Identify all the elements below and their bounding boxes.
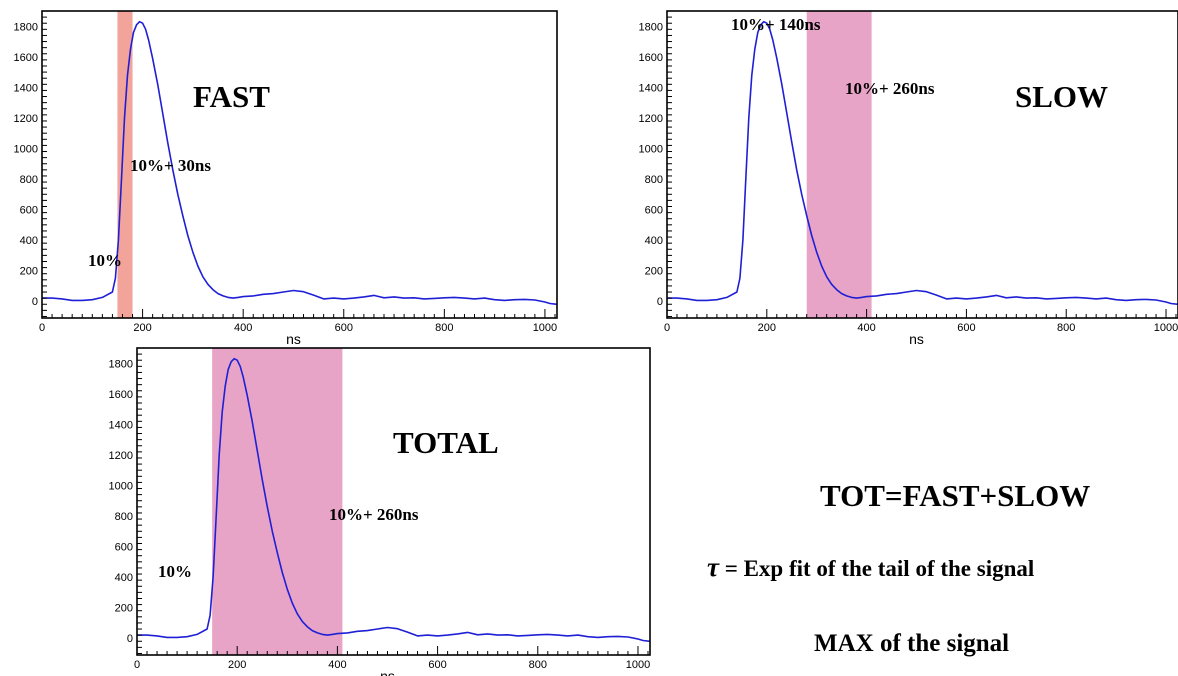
fast-window-start-label: 10% <box>88 251 122 270</box>
slow-y-tick-label: 0 <box>657 296 663 308</box>
slow-chart-panel: 0 200 400 600 800 1000 0 200 400 600 800 1000 1200 14… <box>639 10 1178 347</box>
total-window-end-label: 10%+ 260ns <box>329 505 419 524</box>
total-y-tick-label: 1400 <box>109 419 133 431</box>
slow-title-label: SLOW <box>1015 79 1108 114</box>
fast-title-label: FAST <box>193 79 270 114</box>
fast-y-tick-label: 200 <box>20 266 38 278</box>
slow-integration-window <box>806 11 872 318</box>
fast-window-end-label: 10%+ 30ns <box>130 156 211 175</box>
total-x-axis-label: ns <box>380 668 395 676</box>
slow-y-tick-label: 200 <box>645 266 663 278</box>
fast-plot-frame <box>41 10 558 319</box>
total-y-tick-label: 1200 <box>109 450 133 462</box>
slow-signal-line <box>667 20 1178 306</box>
slow-y-tick-label: 400 <box>645 235 663 247</box>
slow-window-start-label: 10%+ 140ns <box>731 15 821 34</box>
total-y-tick-label: 800 <box>115 511 133 523</box>
total-title-label: TOTAL <box>393 425 499 460</box>
slow-x-tick-label: 400 <box>857 322 875 334</box>
fast-y-tick-label: 1400 <box>14 82 38 94</box>
tau-note: τ = Exp fit of the tail of the signal <box>707 552 1034 583</box>
slow-x-axis-label: ns <box>909 331 924 347</box>
fast-y-tick-label: 0 <box>32 296 38 308</box>
fast-y-tick-label: 1600 <box>14 52 38 64</box>
total-integration-window <box>212 348 343 655</box>
total-x-tick-label: 600 <box>428 659 446 671</box>
slow-x-tick-label: 800 <box>1057 322 1075 334</box>
total-x-tick-label: 0 <box>134 659 140 671</box>
fast-y-tick-label: 1800 <box>14 21 38 33</box>
tot-formula-note: TOT=FAST+SLOW <box>820 478 1091 513</box>
total-x-tick-label: 400 <box>328 659 346 671</box>
fast-integration-window <box>117 11 133 318</box>
fast-y-tick-label: 400 <box>20 235 38 247</box>
fast-y-tick-label: 600 <box>20 205 38 217</box>
total-y-tick-label: 600 <box>115 542 133 554</box>
max-note: MAX of the signal <box>814 630 1010 657</box>
fast-y-tick-label: 1000 <box>14 143 38 155</box>
fast-x-tick-label: 200 <box>133 322 151 334</box>
total-y-tick-label: 1000 <box>109 480 133 492</box>
total-window-start-label: 10% <box>158 562 192 581</box>
total-y-tick-label: 1800 <box>109 358 133 370</box>
fast-y-tick-label: 800 <box>20 174 38 186</box>
slow-y-tick-label: 1000 <box>639 143 663 155</box>
slow-x-tick-label: 1000 <box>1154 322 1178 334</box>
slow-plot-frame <box>666 10 1178 319</box>
total-y-tick-label: 200 <box>115 603 133 615</box>
total-plot-frame <box>136 347 651 656</box>
fast-y-tick-label: 1200 <box>14 113 38 125</box>
fast-signal-line <box>42 20 558 306</box>
total-chart-panel: 0 200 400 600 800 1000 0 200 400 600 800 1000 1200 14… <box>109 347 651 676</box>
total-x-tick-label: 800 <box>529 659 547 671</box>
total-y-tick-label: 0 <box>127 633 133 645</box>
tau-description: = Exp fit of the tail of the signal <box>724 556 1035 581</box>
slow-y-tick-label: 1600 <box>639 52 663 64</box>
total-x-tick-label: 200 <box>228 659 246 671</box>
total-y-tick-label: 1600 <box>109 389 133 401</box>
slow-y-tick-label: 1200 <box>639 113 663 125</box>
tau-symbol: τ <box>707 552 719 582</box>
slow-y-tick-label: 1800 <box>639 21 663 33</box>
fast-x-tick-label: 1000 <box>533 322 557 334</box>
total-signal-line <box>137 357 651 643</box>
total-x-tick-label: 1000 <box>626 659 650 671</box>
slow-x-tick-label: 200 <box>758 322 776 334</box>
slow-window-end-label: 10%+ 260ns <box>845 79 935 98</box>
fast-x-tick-label: 0 <box>39 322 45 334</box>
slow-y-tick-label: 600 <box>645 205 663 217</box>
fast-x-axis-label: ns <box>286 331 301 347</box>
slow-y-tick-label: 800 <box>645 174 663 186</box>
total-y-tick-label: 400 <box>115 572 133 584</box>
slow-x-tick-label: 0 <box>664 322 670 334</box>
fast-x-tick-label: 600 <box>335 322 353 334</box>
fast-x-tick-label: 800 <box>435 322 453 334</box>
fast-x-tick-label: 400 <box>234 322 252 334</box>
fast-chart-panel: 0 200 400 600 800 1000 0 200 400 600 800 1000 1200 14… <box>14 10 558 347</box>
slow-y-tick-label: 1400 <box>639 82 663 94</box>
slow-x-tick-label: 600 <box>957 322 975 334</box>
